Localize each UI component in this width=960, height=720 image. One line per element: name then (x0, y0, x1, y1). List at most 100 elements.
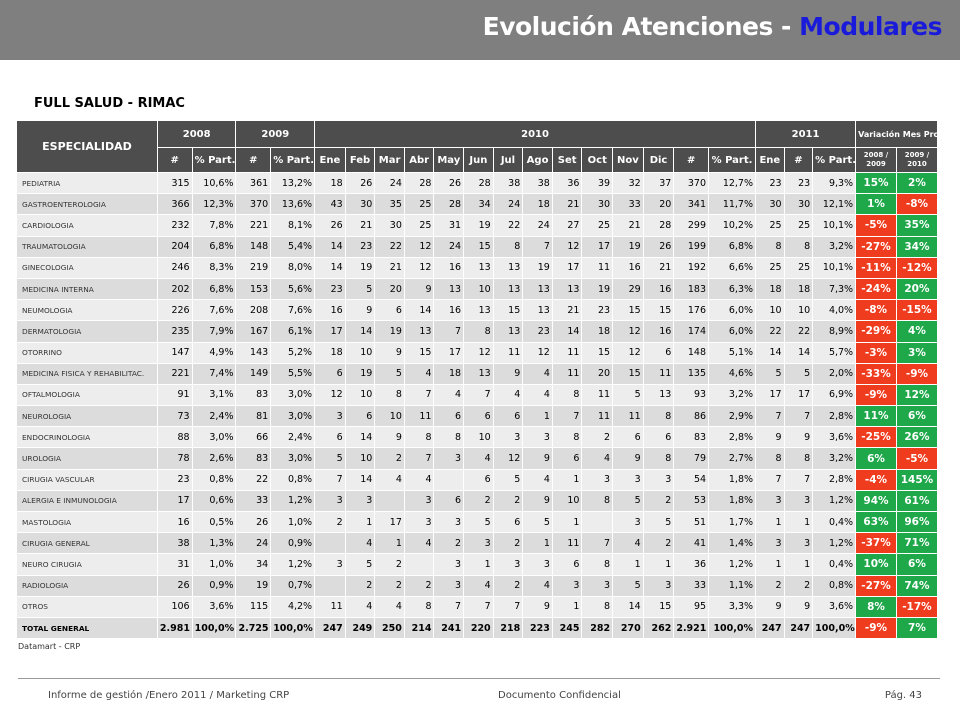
table-cell: 13 (522, 277, 553, 301)
header-month: Mar (374, 147, 405, 173)
table-cell: 4 (522, 574, 553, 597)
table-cell: 2,8% (812, 405, 857, 428)
table-cell: 6 (433, 489, 465, 513)
table-cell: 6 (374, 299, 405, 322)
especialidad-name: CIRUGIA GENERAL (16, 532, 158, 555)
table-cell: 12 (522, 341, 553, 364)
table-cell: 2,4% (270, 426, 316, 449)
table-cell: 24 (433, 235, 465, 258)
table-cell: 5,5% (270, 362, 316, 385)
table-cell: 25 (403, 193, 435, 216)
table-cell: 2 (642, 532, 675, 555)
table-cell: 6,8% (708, 235, 757, 258)
table-cell: 26 (344, 171, 376, 195)
table-cell: 361 (235, 171, 272, 195)
table-cell: 3 (314, 405, 346, 428)
table-cell: 5,2% (270, 341, 316, 364)
table-cell: 7,3% (812, 277, 857, 301)
table-cell: 3 (403, 510, 435, 534)
especialidad-name: OTROS (16, 595, 158, 618)
table-cell: 1,2% (812, 532, 857, 555)
header-year-2010: 2010 (314, 120, 757, 148)
table-cell: 1 (522, 405, 553, 428)
table-cell: 0,8% (812, 574, 857, 597)
table-cell: 19 (374, 320, 405, 343)
table-cell: 4 (433, 383, 465, 407)
table-cell: 86 (673, 405, 710, 428)
table-cell: 1,4% (708, 532, 757, 555)
table-cell: 16 (314, 299, 346, 322)
variation-2009-2010: 26% (895, 426, 939, 449)
table-row: PEDIATRIA 315 10,6% 361 13,2% 18 26 24 28 26 28 38 3… (16, 171, 939, 195)
table-cell: 3 (492, 553, 524, 576)
table-cell: 22 (235, 468, 272, 491)
table-cell: 19 (344, 362, 376, 385)
table-cell: 202 (156, 277, 193, 301)
table-cell: 3,0% (270, 405, 316, 428)
especialidad-name: UROLOGIA (16, 447, 158, 470)
header-part-2009: % Part. (270, 147, 316, 173)
table-cell: 30 (374, 214, 405, 237)
table-cell: 36 (551, 171, 583, 195)
table-cell: 6,8% (191, 235, 237, 258)
table-cell: 30 (783, 193, 814, 216)
variation-2008-2009: 10% (855, 553, 897, 576)
table-cell: 6 (344, 405, 376, 428)
variation-2008-2009: -3% (855, 341, 897, 364)
table-cell: 17 (314, 320, 346, 343)
table-cell: 2 (581, 426, 614, 449)
variation-2009-2010: 71% (895, 532, 939, 555)
table-row: ALERGIA E INMUNOLOGIA 17 0,6% 33 1,2% 3 3 3 6 2 2 9… (16, 489, 939, 513)
table-cell: 247 (783, 616, 814, 640)
table-cell: 1,8% (708, 468, 757, 491)
table-cell: 3 (314, 553, 346, 576)
header-month: Ago (522, 147, 553, 173)
table-cell: 8 (374, 383, 405, 407)
table-cell: 5 (755, 362, 785, 385)
table-cell: 7,6% (191, 299, 237, 322)
table-cell: 1 (783, 553, 814, 576)
table-cell: 38 (492, 171, 524, 195)
especialidad-name: NEUROLOGIA (16, 405, 158, 428)
table-cell: 83 (673, 426, 710, 449)
variation-2009-2010: 20% (895, 277, 939, 301)
variation-2009-2010: -15% (895, 299, 939, 322)
table-cell: 28 (403, 171, 435, 195)
table-cell: 10 (463, 426, 494, 449)
variation-2009-2010: 2% (895, 171, 939, 195)
table-cell: 7,6% (270, 299, 316, 322)
table-cell: 3 (492, 426, 524, 449)
table-cell: 8,9% (812, 320, 857, 343)
table-cell: 12,1% (812, 193, 857, 216)
table-cell: 235 (156, 320, 193, 343)
table-cell: 24 (522, 214, 553, 237)
table-cell: 7 (755, 468, 785, 491)
page-title: Evolución Atenciones - Modulares (483, 12, 943, 41)
table-cell: 26 (314, 214, 346, 237)
table-cell: 7 (783, 405, 814, 428)
table-cell: 8 (642, 405, 675, 428)
table-cell: 2,0% (812, 362, 857, 385)
table-cell: 14 (551, 320, 583, 343)
table-cell: 4 (344, 595, 376, 618)
table-cell: 1,2% (812, 489, 857, 513)
table-cell: 33 (612, 193, 644, 216)
especialidad-name: GINECOLOGIA (16, 256, 158, 279)
table-cell: 4 (403, 532, 435, 555)
table-cell: 11 (581, 256, 614, 279)
table-cell: 176 (673, 299, 710, 322)
table-cell: 6 (642, 426, 675, 449)
table-cell: 245 (551, 616, 583, 640)
table-cell: 14 (344, 468, 376, 491)
table-cell: 13 (492, 320, 524, 343)
table-cell: 12 (492, 447, 524, 470)
especialidad-name: CIRUGIA VASCULAR (16, 468, 158, 491)
header-month: Jun (463, 147, 494, 173)
table-cell: 13 (463, 362, 494, 385)
table-cell: 16 (612, 256, 644, 279)
table-cell: 3,6% (191, 595, 237, 618)
table-cell: 15 (403, 341, 435, 364)
table-row: TRAUMATOLOGIA 204 6,8% 148 5,4% 14 23 22 12 24 15 8… (16, 235, 939, 258)
table-cell (581, 510, 614, 534)
table-cell: 9 (374, 341, 405, 364)
